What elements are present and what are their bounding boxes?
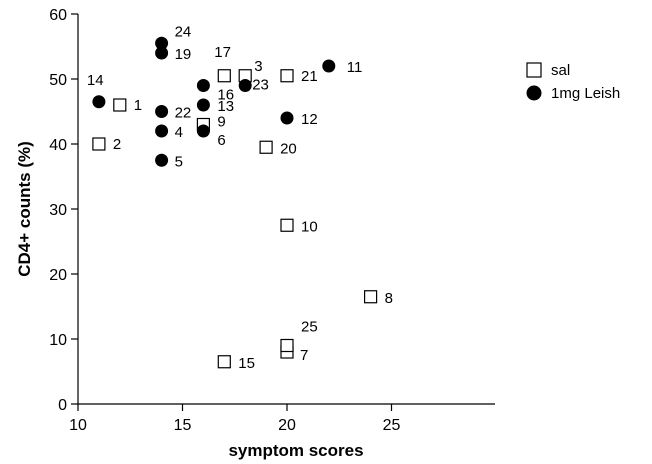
leish-point [155, 105, 169, 118]
point-label: 10 [301, 218, 318, 235]
sal-point [364, 290, 378, 304]
legend-label: 1mg Leish [551, 85, 620, 102]
legend-swatch-leish [526, 85, 542, 101]
leish-point [155, 124, 169, 138]
point-label: 13 [217, 98, 234, 115]
point-label: 17 [214, 44, 231, 61]
point-label: 24 [175, 23, 192, 40]
point-label: 9 [217, 114, 225, 131]
legend: sal 1mg Leish [526, 62, 620, 102]
y-tick-label: 50 [49, 72, 67, 89]
point-label: 12 [301, 111, 318, 128]
y-tick-label: 30 [49, 202, 67, 219]
y-tick-label: 0 [58, 397, 67, 414]
y-tick-label: 40 [49, 137, 67, 154]
sal-point [280, 338, 294, 353]
point-label: 2 [113, 136, 121, 153]
point-label: 16 [217, 87, 234, 104]
point-label: 3 [254, 58, 262, 75]
point-label: 25 [301, 319, 318, 336]
legend-label: sal [551, 62, 570, 79]
point-label: 4 [175, 124, 183, 141]
point-label: 1 [134, 97, 142, 114]
point-label: 22 [175, 105, 192, 122]
point-label: 14 [87, 72, 104, 89]
sal-point [259, 140, 273, 154]
point-label: 11 [347, 59, 363, 76]
point-label: 7 [300, 347, 308, 364]
leish-point [155, 36, 169, 50]
y-tick-label: 20 [49, 267, 67, 284]
legend-swatch-sal [526, 62, 542, 78]
x-tick-label: 25 [383, 417, 401, 434]
x-tick-label: 20 [278, 417, 296, 434]
leish-point [155, 153, 169, 167]
y-tick-label: 60 [49, 7, 67, 24]
point-label: 15 [238, 355, 255, 372]
sal-point [113, 98, 127, 112]
point-label: 23 [252, 77, 269, 94]
leish-point [238, 79, 252, 92]
x-tick-label: 10 [69, 417, 87, 434]
y-tick-label: 10 [49, 332, 67, 349]
point-label: 6 [217, 132, 225, 149]
leish-point [280, 111, 294, 125]
leish-point [196, 98, 210, 112]
leish-point [92, 95, 106, 109]
leish-point [196, 79, 210, 92]
leish-point [196, 124, 210, 138]
point-label: 19 [175, 46, 192, 63]
x-axis-title: symptom scores [228, 441, 363, 460]
y-axis-title: CD4+ counts (%) [15, 141, 34, 277]
x-tick-label: 15 [174, 417, 192, 434]
sal-point [280, 69, 294, 83]
sal-point [217, 69, 231, 83]
sal-point [217, 355, 231, 369]
leish-point [322, 59, 336, 73]
sal-point [92, 137, 106, 151]
sal-point [280, 218, 294, 232]
leish-point [155, 46, 169, 60]
point-label: 5 [175, 153, 183, 170]
point-label: 21 [301, 68, 318, 85]
point-label: 8 [385, 290, 393, 307]
point-label: 20 [280, 140, 297, 157]
